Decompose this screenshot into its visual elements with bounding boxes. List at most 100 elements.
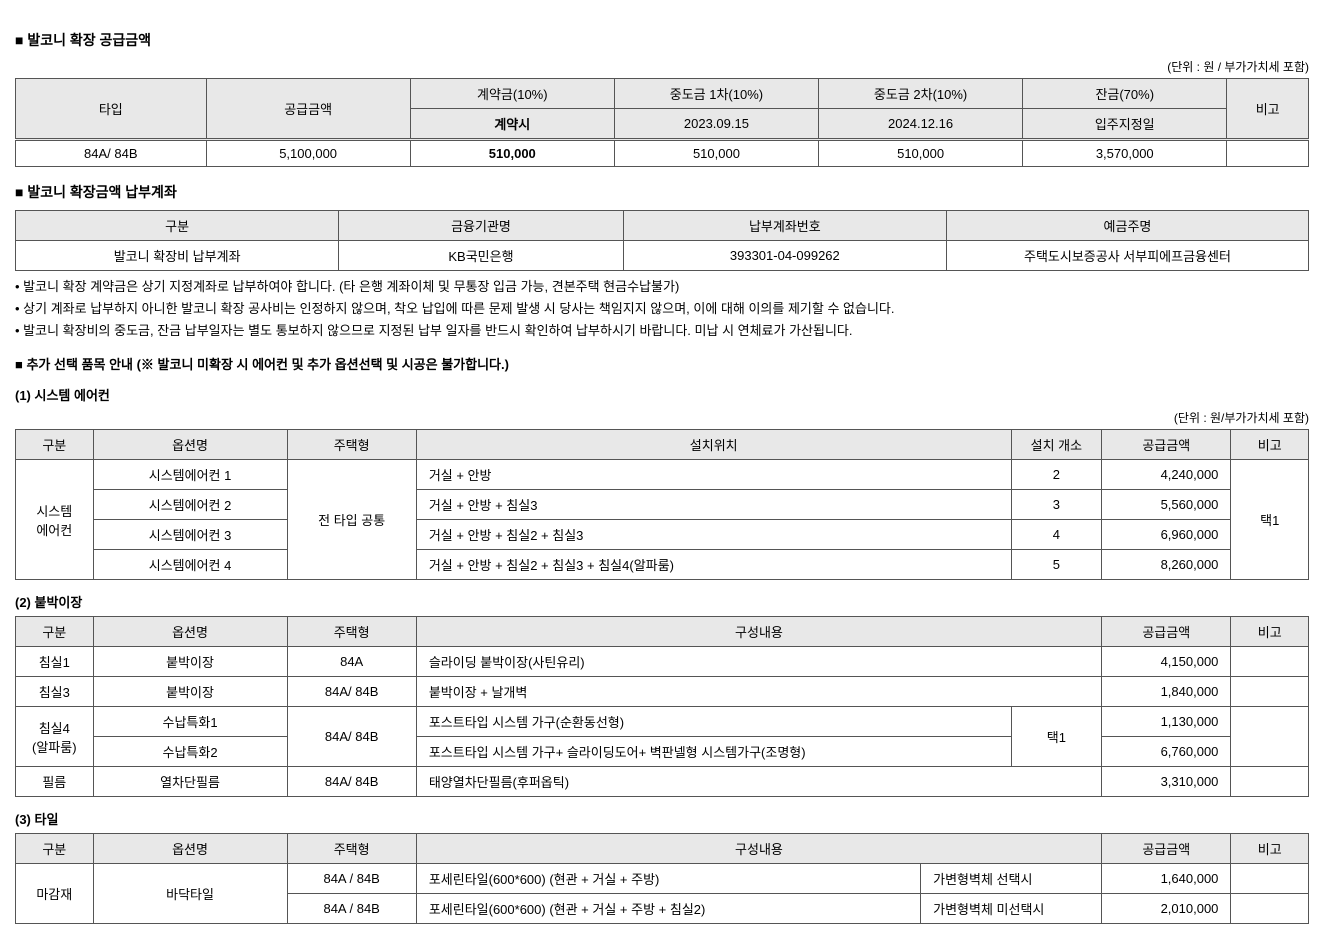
td-contract: 510,000 [410,140,614,167]
bullet-item: 발코니 확장 계약금은 상기 지정계좌로 납부하여야 합니다. (타 은행 계좌… [15,276,1309,295]
th-div: 구분 [16,211,339,241]
td-content: 붙박이장 + 날개벽 [416,677,1101,707]
td-price: 4,240,000 [1102,460,1231,490]
td-location: 거실 + 안방 + 침실2 + 침실3 + 침실4(알파룸) [416,550,1011,580]
td-price: 6,760,000 [1102,737,1231,767]
account-table: 구분 금융기관명 납부계좌번호 예금주명 발코니 확장비 납부계좌 KB국민은행… [15,210,1309,271]
th-note: 비고 [1231,617,1309,647]
td-content2: 가변형벽체 미선택시 [921,894,1102,924]
td-price: 8,260,000 [1102,550,1231,580]
td-bank: KB국민은행 [339,241,623,271]
th-holder: 예금주명 [946,211,1308,241]
td-balance: 3,570,000 [1023,140,1227,167]
section2-title: 발코니 확장금액 납부계좌 [15,182,1309,202]
th-mid2: 중도금 2차(10%) [819,79,1023,109]
bullet-item: 발코니 확장비의 중도금, 잔금 납부일자는 별도 통보하지 않으므로 지정된 … [15,320,1309,339]
td-div: 필름 [16,767,94,797]
th-balance: 잔금(70%) [1023,79,1227,109]
td-option: 시스템에어컨 1 [93,460,287,490]
th-note: 비고 [1231,834,1309,864]
td-type: 84A/ 84B [287,677,416,707]
th-content: 구성내용 [416,834,1101,864]
td-type-merged: 84A/ 84B [287,707,416,767]
td-price: 2,010,000 [1102,894,1231,924]
th-contract: 계약금(10%) [410,79,614,109]
th-count: 설치 개소 [1011,430,1102,460]
td-option: 붙박이장 [93,647,287,677]
td-location: 거실 + 안방 + 침실3 [416,490,1011,520]
td-note [1227,140,1309,167]
td-price: 1,640,000 [1102,864,1231,894]
td-content1: 포세린타일(600*600) (현관 + 거실 + 주방) [416,864,920,894]
tile-table: 구분 옵션명 주택형 구성내용 공급금액 비고 마감재 바닥타일 84A / 8… [15,833,1309,924]
th-note: 비고 [1227,79,1309,140]
td-div-merged: 시스템 에어컨 [16,460,94,580]
td-type: 84A / 84B [287,864,416,894]
td-count: 5 [1011,550,1102,580]
td-div-merged: 침실4 (알파룸) [16,707,94,767]
th-date1: 2023.09.15 [614,109,818,140]
td-price: 6,960,000 [1102,520,1231,550]
td-count: 4 [1011,520,1102,550]
th-type: 주택형 [287,617,416,647]
balcony-expansion-table: 타입 공급금액 계약금(10%) 중도금 1차(10%) 중도금 2차(10%)… [15,78,1309,167]
td-note [1231,894,1309,924]
td-div-merged: 마감재 [16,864,94,924]
td-note [1231,864,1309,894]
td-option: 수납특화2 [93,737,287,767]
th-movein: 입주지정일 [1023,109,1227,140]
td-type: 84A/ 84B [287,767,416,797]
td-mid2: 510,000 [819,140,1023,167]
th-type: 타입 [16,79,207,140]
section2-bullets: 발코니 확장 계약금은 상기 지정계좌로 납부하여야 합니다. (타 은행 계좌… [15,276,1309,339]
td-type: 84A [287,647,416,677]
td-location: 거실 + 안방 + 침실2 + 침실3 [416,520,1011,550]
td-type: 84A/ 84B [16,140,207,167]
td-account: 393301-04-099262 [623,241,946,271]
td-price: 1,130,000 [1102,707,1231,737]
th-div: 구분 [16,834,94,864]
td-option: 시스템에어컨 4 [93,550,287,580]
td-count: 2 [1011,460,1102,490]
td-price: 5,560,000 [1102,490,1231,520]
td-content2: 가변형벽체 선택시 [921,864,1102,894]
th-date2: 2024.12.16 [819,109,1023,140]
th-price: 공급금액 [1102,834,1231,864]
td-supply: 5,100,000 [206,140,410,167]
td-price: 4,150,000 [1102,647,1231,677]
sub1-unit: (단위 : 원/부가가치세 포함) [15,409,1309,426]
sub3-title: (3) 타일 [15,809,1309,828]
td-type: 84A / 84B [287,894,416,924]
td-note [1231,707,1309,767]
td-note [1231,767,1309,797]
td-div: 침실1 [16,647,94,677]
td-price: 3,310,000 [1102,767,1231,797]
td-price: 1,840,000 [1102,677,1231,707]
closet-table: 구분 옵션명 주택형 구성내용 공급금액 비고 침실1 붙박이장 84A 슬라이… [15,616,1309,797]
section1-unit: (단위 : 원 / 부가가치세 포함) [15,58,1309,75]
th-price: 공급금액 [1102,617,1231,647]
th-option: 옵션명 [93,430,287,460]
bullet-item: 상기 계좌로 납부하지 아니한 발코니 확장 공사비는 인정하지 않으며, 착오… [15,298,1309,317]
td-content: 포스트타입 시스템 가구(순환동선형) [416,707,1011,737]
th-option: 옵션명 [93,617,287,647]
td-mid1: 510,000 [614,140,818,167]
th-content: 구성내용 [416,617,1101,647]
th-option: 옵션명 [93,834,287,864]
th-div: 구분 [16,430,94,460]
td-option: 열차단필름 [93,767,287,797]
th-mid1: 중도금 1차(10%) [614,79,818,109]
td-content: 포스트타입 시스템 가구+ 슬라이딩도어+ 벽판넬형 시스템가구(조명형) [416,737,1011,767]
td-option: 수납특화1 [93,707,287,737]
td-div: 침실3 [16,677,94,707]
th-account: 납부계좌번호 [623,211,946,241]
th-contract-time: 계약시 [410,109,614,140]
td-count: 3 [1011,490,1102,520]
sub2-title: (2) 붙박이장 [15,592,1309,611]
td-type-merged: 전 타입 공통 [287,460,416,580]
td-holder: 주택도시보증공사 서부피에프금융센터 [946,241,1308,271]
td-option: 시스템에어컨 3 [93,520,287,550]
td-note-merged: 택1 [1011,707,1102,767]
aircon-table: 구분 옵션명 주택형 설치위치 설치 개소 공급금액 비고 시스템 에어컨 시스… [15,429,1309,580]
th-supply: 공급금액 [206,79,410,140]
